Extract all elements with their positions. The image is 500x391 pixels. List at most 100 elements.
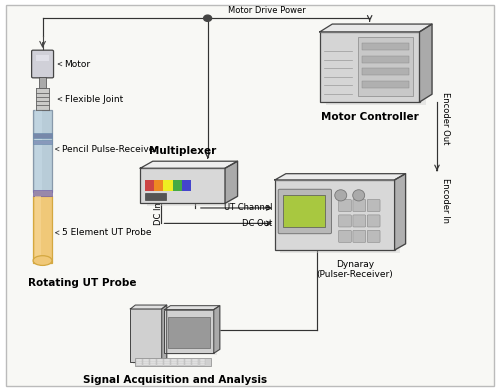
FancyBboxPatch shape [186,364,191,365]
FancyBboxPatch shape [200,361,205,363]
FancyBboxPatch shape [39,77,46,88]
FancyBboxPatch shape [178,361,184,363]
FancyBboxPatch shape [6,5,494,386]
FancyBboxPatch shape [186,359,191,361]
FancyBboxPatch shape [144,361,148,363]
FancyBboxPatch shape [136,361,141,363]
Polygon shape [162,305,166,362]
Circle shape [204,15,212,22]
Polygon shape [164,306,220,310]
FancyBboxPatch shape [140,168,225,203]
FancyBboxPatch shape [275,180,394,250]
FancyBboxPatch shape [158,361,162,363]
FancyBboxPatch shape [284,195,325,227]
FancyBboxPatch shape [130,309,162,362]
Text: Encoder Out: Encoder Out [441,92,450,145]
Text: UT Channel: UT Channel [224,203,272,212]
Polygon shape [140,161,237,168]
Ellipse shape [33,256,52,265]
Ellipse shape [352,190,364,201]
Polygon shape [130,305,166,309]
FancyBboxPatch shape [362,81,408,88]
FancyBboxPatch shape [353,230,366,242]
FancyBboxPatch shape [278,189,332,234]
FancyBboxPatch shape [358,38,412,97]
FancyBboxPatch shape [33,110,52,192]
FancyBboxPatch shape [368,199,380,212]
FancyBboxPatch shape [144,181,154,191]
FancyBboxPatch shape [33,133,52,138]
Text: Encoder In: Encoder In [441,178,450,223]
FancyBboxPatch shape [326,35,426,105]
FancyBboxPatch shape [338,215,351,227]
FancyBboxPatch shape [33,190,52,196]
FancyBboxPatch shape [158,359,162,361]
FancyBboxPatch shape [200,364,205,365]
FancyBboxPatch shape [35,110,42,192]
FancyBboxPatch shape [150,361,156,363]
Ellipse shape [335,190,346,201]
Text: DC Out: DC Out [242,219,272,228]
FancyBboxPatch shape [353,199,366,212]
Text: Motor Drive Power: Motor Drive Power [228,6,306,15]
FancyBboxPatch shape [192,364,198,365]
FancyBboxPatch shape [164,361,170,363]
FancyBboxPatch shape [362,56,408,63]
FancyBboxPatch shape [150,359,156,361]
Text: Multiplexer: Multiplexer [149,147,216,156]
Text: DC In: DC In [154,202,163,225]
FancyBboxPatch shape [144,364,148,365]
FancyBboxPatch shape [136,364,141,365]
FancyBboxPatch shape [186,361,191,363]
FancyBboxPatch shape [36,55,49,61]
FancyBboxPatch shape [36,88,49,110]
Polygon shape [214,306,220,353]
FancyBboxPatch shape [182,181,191,191]
FancyBboxPatch shape [362,43,408,50]
FancyBboxPatch shape [200,359,205,361]
FancyBboxPatch shape [338,230,351,242]
FancyBboxPatch shape [178,359,184,361]
FancyBboxPatch shape [164,364,170,365]
FancyBboxPatch shape [172,359,177,361]
Text: 5 Element UT Probe: 5 Element UT Probe [56,228,152,237]
FancyBboxPatch shape [178,364,184,365]
FancyBboxPatch shape [163,181,172,191]
Polygon shape [275,174,406,180]
Text: Rotating UT Probe: Rotating UT Probe [28,278,136,288]
FancyBboxPatch shape [33,140,52,144]
FancyBboxPatch shape [168,317,210,348]
FancyBboxPatch shape [280,183,400,253]
FancyBboxPatch shape [172,181,182,191]
Text: Signal Acquisition and Analysis: Signal Acquisition and Analysis [83,375,268,385]
FancyBboxPatch shape [320,32,420,102]
FancyBboxPatch shape [192,361,198,363]
FancyBboxPatch shape [338,199,351,212]
Text: Pencil Pulse-Receiver: Pencil Pulse-Receiver [56,145,158,154]
Text: UT: UT [194,192,203,203]
Polygon shape [394,174,406,250]
Text: Dynaray
(Pulser-Receiver): Dynaray (Pulser-Receiver) [316,260,393,279]
Polygon shape [225,161,237,203]
FancyBboxPatch shape [150,364,156,365]
FancyBboxPatch shape [136,359,141,361]
FancyBboxPatch shape [172,364,177,365]
FancyBboxPatch shape [158,364,162,365]
FancyBboxPatch shape [135,358,211,366]
Text: Motor Controller: Motor Controller [321,112,418,122]
FancyBboxPatch shape [164,359,170,361]
FancyBboxPatch shape [172,361,177,363]
FancyBboxPatch shape [353,215,366,227]
FancyBboxPatch shape [144,359,148,361]
FancyBboxPatch shape [192,359,198,361]
FancyBboxPatch shape [154,181,163,191]
FancyBboxPatch shape [32,50,54,78]
FancyBboxPatch shape [368,215,380,227]
Text: Flexible Joint: Flexible Joint [58,95,123,104]
FancyBboxPatch shape [133,310,164,364]
Polygon shape [320,24,432,32]
FancyBboxPatch shape [144,193,166,200]
FancyBboxPatch shape [146,171,232,206]
Text: Motor: Motor [58,59,90,68]
FancyBboxPatch shape [168,311,217,355]
